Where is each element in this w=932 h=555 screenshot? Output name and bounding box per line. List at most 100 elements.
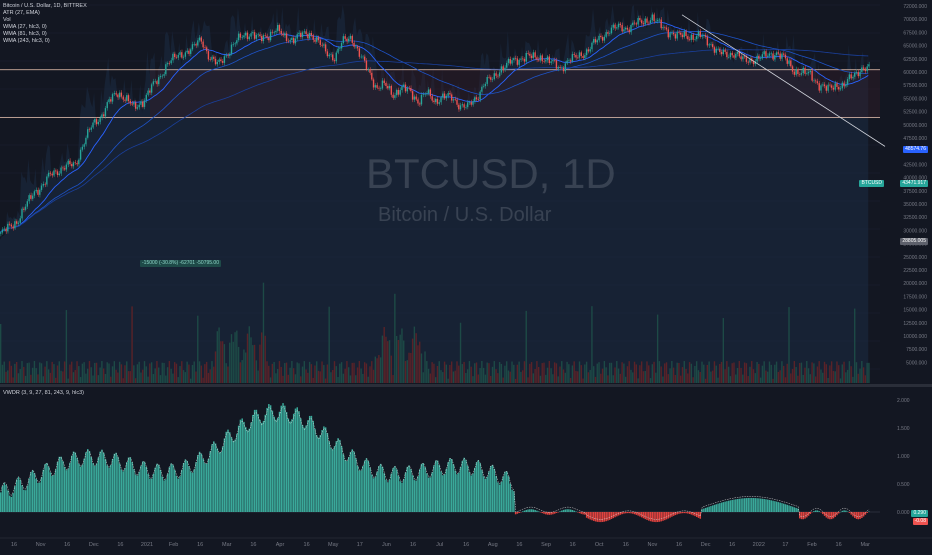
volume-bar — [502, 378, 503, 383]
candle-body — [826, 86, 827, 91]
candle-body — [565, 63, 566, 71]
volume-bar — [483, 368, 484, 383]
volume-bar — [573, 361, 574, 383]
candle-body — [538, 60, 539, 61]
candle-body — [142, 101, 143, 107]
volume-bar — [165, 376, 166, 383]
volume-bar — [511, 362, 512, 383]
volume-bar — [215, 351, 216, 383]
candle-body — [707, 37, 708, 46]
volume-bar — [23, 367, 24, 383]
volume-bar — [568, 364, 569, 383]
legend-wma-81[interactable]: WMA (81, hlc3, 0) — [3, 31, 47, 38]
time-axis-label: 16 — [729, 542, 735, 548]
volume-bar — [655, 373, 656, 383]
legend-atr[interactable]: ATR (27, EMA) — [3, 10, 40, 17]
volume-bar — [705, 379, 706, 383]
candle-body — [808, 72, 809, 73]
osc-bar — [646, 512, 647, 520]
volume-bar — [499, 362, 500, 383]
osc-bar — [85, 452, 86, 512]
volume-bar — [550, 368, 551, 383]
volume-bar — [9, 361, 10, 383]
volume-bar — [360, 368, 361, 383]
osc-bar — [859, 512, 860, 519]
candle-body — [346, 39, 347, 42]
candle-body — [83, 144, 84, 146]
volume-bar — [391, 356, 392, 383]
legend-wma-243[interactable]: WMA (243, hlc3, 0) — [3, 38, 50, 45]
volume-bar — [469, 361, 470, 383]
osc-bar — [206, 464, 207, 512]
volume-bar — [144, 361, 145, 383]
volume-bar — [801, 363, 802, 383]
volume-bar — [467, 369, 468, 383]
candle-body — [407, 88, 408, 91]
osc-bar — [827, 512, 828, 519]
volume-bar — [112, 366, 113, 383]
candle-body — [774, 55, 775, 59]
osc-bar — [0, 492, 1, 512]
candle-body — [634, 23, 635, 24]
volume-bar — [858, 374, 859, 383]
osc-bar — [481, 470, 482, 512]
candle-body — [250, 33, 251, 36]
legend-symbol[interactable]: Bitcoin / U.S. Dollar, 1D, BITTREX — [3, 3, 87, 10]
volume-bar — [428, 369, 429, 383]
osc-bar — [293, 414, 294, 512]
volume-bar — [662, 377, 663, 383]
volume-bar — [126, 361, 127, 383]
candle-body — [611, 28, 612, 34]
volume-bar — [53, 364, 54, 383]
osc-bar — [311, 416, 312, 512]
candle-body — [210, 59, 211, 60]
candle-body — [215, 59, 216, 64]
osc-bar — [266, 408, 267, 512]
candle-body — [25, 207, 26, 210]
candle-body — [486, 77, 487, 84]
osc-bar — [369, 467, 370, 512]
candle-body — [163, 74, 164, 76]
osc-bar — [565, 509, 566, 512]
candle-body — [485, 84, 486, 86]
pane-separator — [0, 384, 932, 387]
volume-bar — [98, 375, 99, 383]
candle-body — [419, 103, 420, 104]
candle-body — [863, 67, 864, 68]
candle-body — [293, 38, 294, 44]
candle-body — [204, 47, 205, 48]
candle-body — [50, 173, 51, 174]
osc-bar — [130, 457, 131, 512]
candle-body — [414, 97, 415, 100]
candle-body — [32, 196, 33, 199]
volume-bar — [820, 370, 821, 383]
candle-body — [822, 85, 823, 86]
osc-bar — [751, 498, 752, 512]
legend-wma-27[interactable]: WMA (27, hlc3, 0) — [3, 24, 47, 31]
candle-body — [682, 35, 683, 37]
volume-bar — [229, 343, 230, 383]
candle-body — [85, 138, 86, 145]
volume-bar — [158, 368, 159, 383]
osc-bar — [787, 505, 788, 512]
osc-bar — [87, 449, 88, 512]
candle-body — [325, 44, 326, 51]
osc-bar — [309, 416, 310, 512]
volume-bar — [859, 369, 860, 383]
candle-body — [312, 35, 313, 40]
volume-bar — [447, 379, 448, 383]
volume-bar — [787, 364, 788, 383]
osc-bar — [847, 511, 848, 512]
candle-body — [384, 81, 385, 83]
osc-bar — [323, 426, 324, 512]
volume-bar — [421, 353, 422, 383]
candle-body — [417, 99, 418, 103]
legend-vol[interactable]: Vol — [3, 17, 11, 24]
vwdr-positive-tag: 0.290 — [911, 510, 928, 517]
osc-bar — [222, 446, 223, 512]
candle-body — [114, 93, 115, 94]
osc-bar — [625, 512, 626, 513]
legend-vwdr[interactable]: VWDR (3, 9, 27, 81, 243, 9, hlc3) — [3, 390, 84, 396]
